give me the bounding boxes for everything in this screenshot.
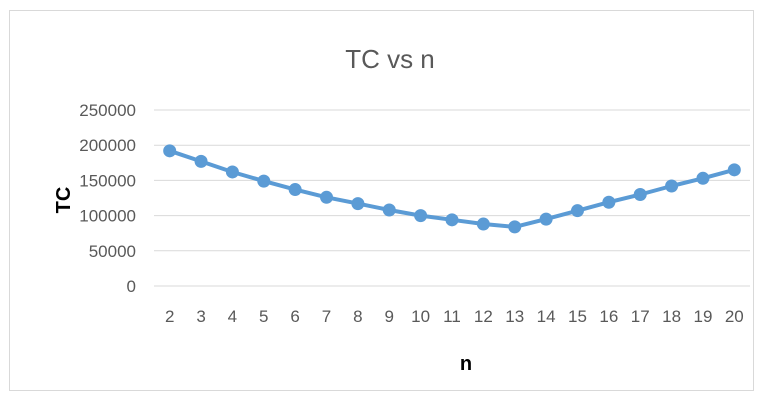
data-point bbox=[414, 209, 427, 222]
x-tick-label: 15 bbox=[568, 307, 587, 326]
x-axis-label: n bbox=[460, 353, 472, 375]
x-tick-label: 4 bbox=[228, 307, 237, 326]
x-tick-label: 14 bbox=[537, 307, 556, 326]
y-tick-label: 200000 bbox=[79, 136, 136, 155]
x-tick-label: 10 bbox=[411, 307, 430, 326]
data-point bbox=[571, 204, 584, 217]
data-point bbox=[540, 213, 553, 226]
x-tick-label: 11 bbox=[443, 307, 461, 326]
data-point bbox=[477, 218, 490, 231]
x-tick-label: 3 bbox=[196, 307, 205, 326]
x-tick-labels: 2 3 4 5 6 7 8 9 10 11 12 13 14 15 16 17 18 19 20 bbox=[165, 307, 744, 326]
x-tick-label: 13 bbox=[505, 307, 524, 326]
y-tick-label: 150000 bbox=[79, 171, 136, 190]
data-point bbox=[289, 183, 302, 196]
y-tick-label: 50000 bbox=[89, 242, 136, 261]
x-tick-label: 6 bbox=[290, 307, 299, 326]
x-tick-label: 9 bbox=[385, 307, 394, 326]
x-tick-label: 5 bbox=[259, 307, 268, 326]
x-tick-label: 7 bbox=[322, 307, 331, 326]
data-point bbox=[602, 196, 615, 209]
data-point bbox=[226, 165, 239, 178]
data-point bbox=[320, 191, 333, 204]
data-point bbox=[728, 163, 741, 176]
gridlines bbox=[154, 110, 750, 286]
x-tick-label: 20 bbox=[725, 307, 744, 326]
data-point bbox=[634, 188, 647, 201]
data-point bbox=[351, 197, 364, 210]
data-point bbox=[195, 155, 208, 168]
x-tick-label: 16 bbox=[599, 307, 618, 326]
y-tick-label: 100000 bbox=[79, 207, 136, 226]
data-point bbox=[163, 144, 176, 157]
data-point bbox=[383, 203, 396, 216]
y-tick-label: 0 bbox=[127, 277, 136, 296]
x-tick-label: 2 bbox=[165, 307, 174, 326]
y-axis-label: TC bbox=[53, 187, 75, 214]
x-tick-label: 8 bbox=[353, 307, 362, 326]
data-point bbox=[257, 175, 270, 188]
y-tick-label: 250000 bbox=[79, 101, 136, 120]
data-point bbox=[446, 213, 459, 226]
x-tick-label: 19 bbox=[693, 307, 712, 326]
y-tick-labels: 0 50000 100000 150000 200000 250000 bbox=[79, 101, 136, 296]
data-point bbox=[508, 220, 521, 233]
chart-title: TC vs n bbox=[345, 44, 435, 74]
series-tc bbox=[163, 144, 741, 233]
x-tick-label: 18 bbox=[662, 307, 681, 326]
x-tick-label: 12 bbox=[474, 307, 493, 326]
data-point bbox=[696, 172, 709, 185]
x-tick-label: 17 bbox=[631, 307, 650, 326]
data-point bbox=[665, 180, 678, 193]
